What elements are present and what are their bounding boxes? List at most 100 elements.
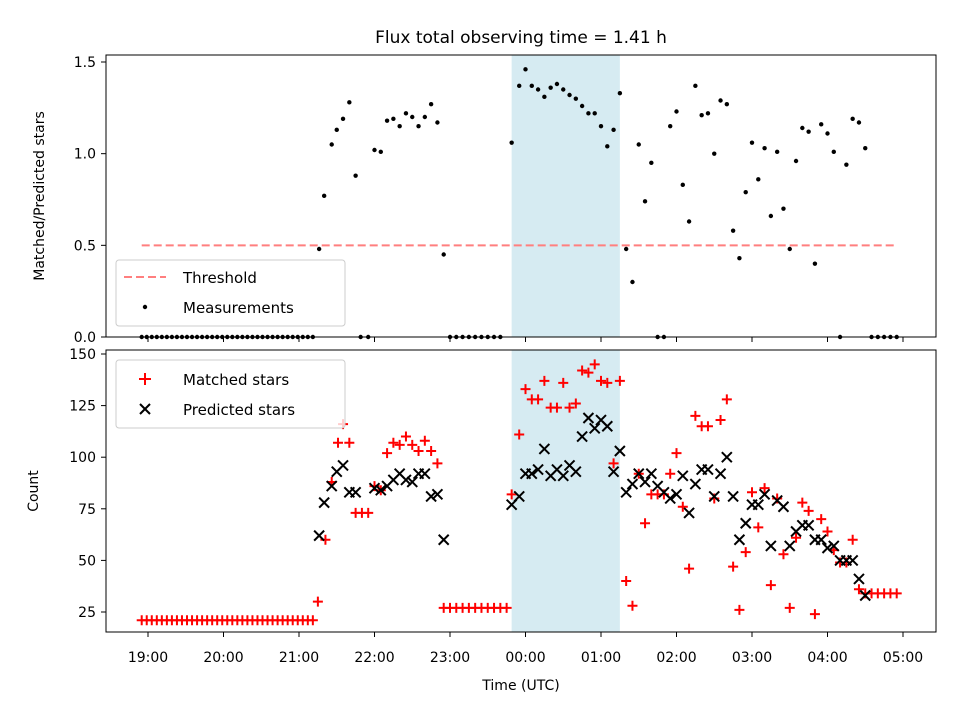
measurement-point [592, 111, 597, 116]
bottom-legend: Matched stars Predicted stars [115, 359, 346, 429]
predicted-star-point [821, 542, 834, 554]
matched-star-point [312, 596, 323, 607]
predicted-star-point [375, 484, 387, 496]
predicted-star-point [576, 430, 588, 443]
top-frame [105, 54, 937, 338]
bottom-x-axis: 19:00 20:00 21:00 22:00 23:00 00:00 01:00 02:00… [128, 632, 923, 666]
top-y-axis-label: Matched/Predicted stars [32, 111, 48, 281]
predicted-star-point [557, 470, 569, 482]
x-tick-label: 03:00 [732, 650, 772, 666]
predicted-star-point [406, 476, 418, 488]
predicted-star-point [419, 468, 431, 480]
measurement-point [416, 123, 421, 129]
matched-star-point [382, 448, 393, 459]
matched-star-point [621, 576, 632, 587]
matched-star-point [715, 415, 726, 426]
measurement-point [831, 149, 836, 155]
measurement-point [316, 246, 322, 252]
predicted-star-point [633, 468, 645, 480]
measurement-point [353, 173, 358, 178]
predicted-star-point [689, 478, 702, 490]
matched-star-point [432, 458, 443, 469]
measurement-point [410, 114, 415, 120]
predicted-star-point [815, 534, 827, 546]
matched-star-point [665, 468, 676, 479]
predicted-star-point [683, 507, 695, 519]
x-tick-label: 04:00 [807, 650, 847, 666]
matched-star-point [307, 615, 318, 626]
matched-star-point [583, 367, 594, 378]
predicted-star-point [765, 540, 777, 552]
predicted-star-point [714, 468, 727, 480]
predicted-star-point [532, 463, 544, 476]
matched-star-point [816, 514, 827, 525]
measurements-legend-swatch [142, 304, 148, 310]
predicted-star-point [368, 482, 381, 494]
predicted-star-point [526, 468, 538, 480]
matched-star-point [734, 604, 745, 615]
measurement-point [579, 103, 585, 109]
predicted-star-point [400, 474, 412, 486]
top-y-tick-label: 0.0 [74, 330, 96, 346]
predicted-star-point [802, 519, 815, 532]
measurement-point [573, 96, 579, 101]
matched-star-point [759, 483, 770, 494]
top-legend-box [115, 259, 346, 327]
matched-star-point [344, 437, 355, 448]
measurement-point [623, 246, 629, 252]
matched-star-point [684, 563, 695, 574]
matched-legend-swatch [139, 373, 151, 385]
predicted-star-point [513, 490, 525, 503]
measurement-point [567, 92, 572, 98]
predicted-star-point [318, 496, 330, 509]
matched-star-point [772, 493, 783, 504]
matched-star-point [570, 398, 581, 409]
bottom-y-tick-label: 75 [78, 502, 96, 518]
matched-star-point [797, 497, 808, 508]
measurement-point [774, 149, 780, 155]
predicted-star-point [626, 478, 639, 490]
measurement-point [403, 111, 409, 116]
matched-star-point [602, 377, 613, 388]
measurement-point [737, 255, 742, 261]
matched-star-point [803, 505, 814, 516]
predicted-star-point [727, 490, 739, 503]
measurement-point [787, 246, 792, 252]
matched-star-point [413, 446, 424, 457]
measurement-point [768, 213, 774, 219]
predicted-legend-swatch [139, 403, 151, 415]
predicted-star-point [349, 486, 362, 498]
predicted-star-point [425, 490, 437, 503]
predicted-star-point [431, 488, 444, 501]
measurement-point [630, 279, 635, 285]
matched-star-point [407, 439, 418, 450]
matched-star-point [400, 431, 411, 442]
matched-star-point [501, 602, 512, 613]
measurement-point [548, 85, 553, 90]
matched-star-point [426, 446, 437, 457]
measurement-point [529, 83, 534, 89]
measurement-point [724, 101, 730, 107]
measurement-point [806, 129, 811, 134]
predicted-star-point [721, 451, 733, 463]
matched-star-point [847, 534, 858, 545]
x-tick-label: 02:00 [656, 650, 696, 666]
measurement-point [680, 182, 685, 188]
measurement-point [756, 177, 761, 182]
measurement-point [517, 83, 522, 89]
measurement-point [435, 120, 440, 125]
measurement-point [378, 149, 383, 155]
top-panel: 0.0 0.5 1.0 1.5 Matched/Predicted stars Thr… [32, 54, 937, 346]
measurement-point [397, 123, 402, 129]
matched-star-point [765, 580, 776, 591]
measurement-point [340, 116, 346, 122]
x-tick-label: 19:00 [128, 650, 168, 666]
predicted-star-point [784, 540, 796, 552]
matched-star-point [363, 507, 374, 518]
matched-star-point [747, 487, 757, 498]
measurement-point [611, 127, 616, 133]
predicted-star-point [702, 463, 714, 476]
measurement-point [863, 145, 868, 151]
predicted-star-point [326, 480, 338, 492]
top-y-tick-label: 1.0 [74, 147, 96, 163]
